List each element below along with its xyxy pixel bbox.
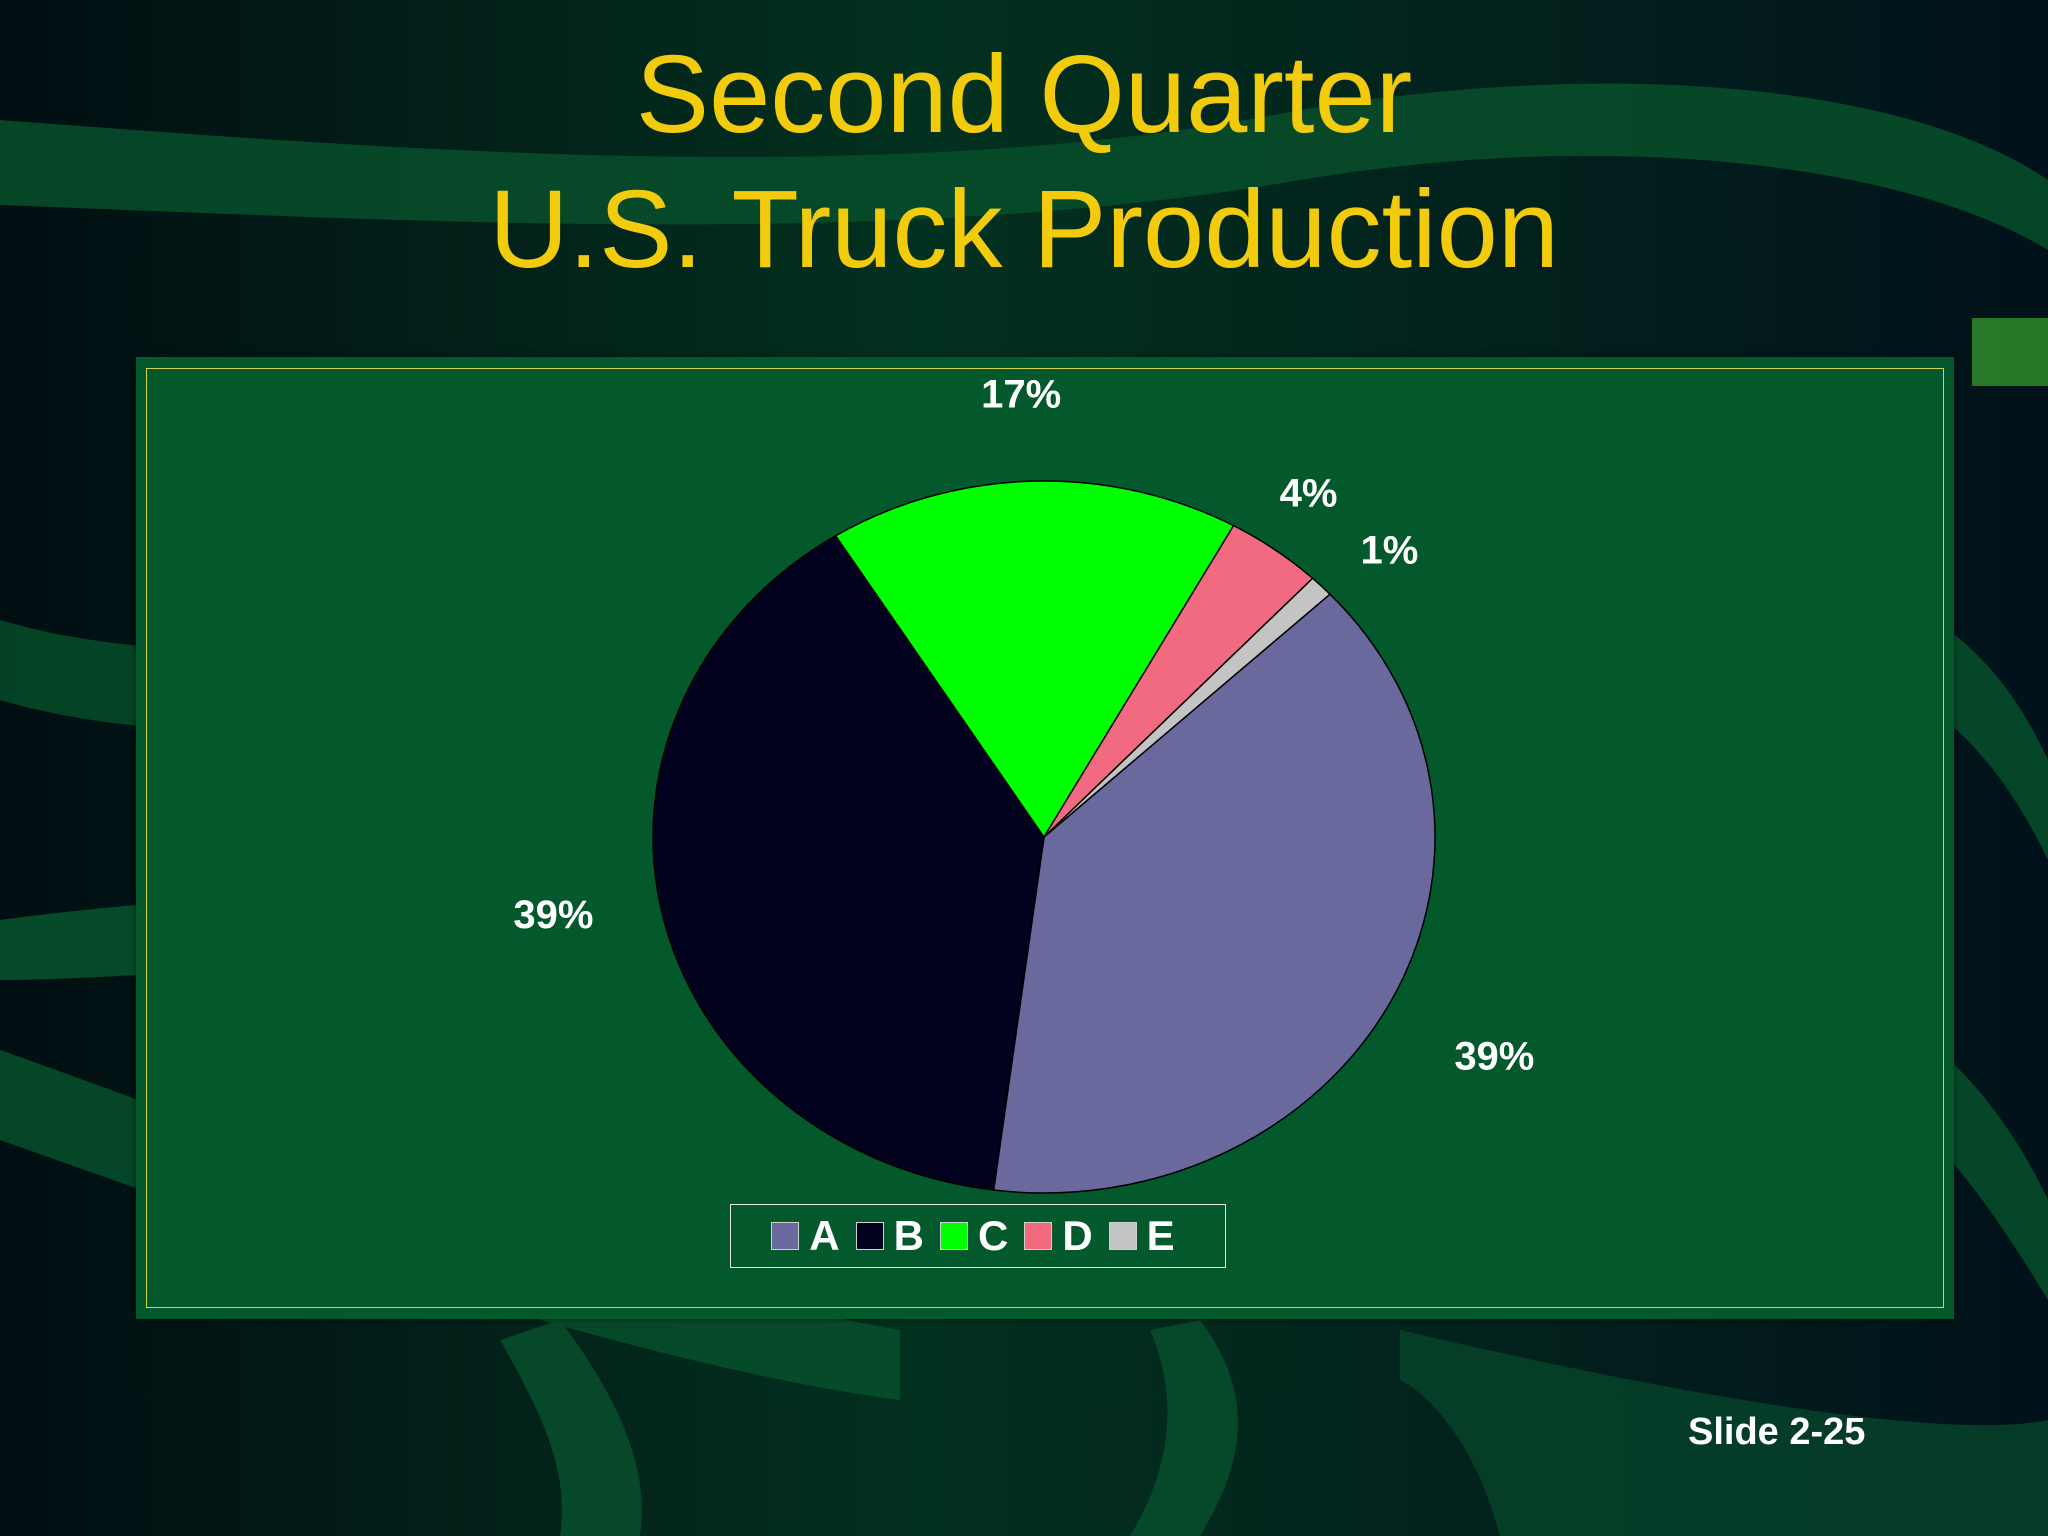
ribbon-shape (500, 1320, 642, 1536)
data-label-c: 17% (981, 373, 1061, 417)
legend-label-e: E (1146, 1212, 1175, 1259)
ribbon-shape (0, 83, 2048, 250)
legend-item-d: D (1024, 1212, 1093, 1260)
data-label-e: 1% (1360, 529, 1418, 573)
legend-label-c: C (977, 1212, 1009, 1259)
ribbon-shape (1400, 1330, 2048, 1536)
legend-swatch-e (1108, 1222, 1137, 1250)
legend-swatch-d (1024, 1222, 1053, 1250)
legend-item-e: E (1108, 1212, 1175, 1260)
pie-chart: 39% 39% 17% 4% 1% (513, 373, 1534, 1194)
data-label-b: 39% (513, 893, 593, 937)
pie-slice-b (652, 534, 1045, 1191)
ribbon-shape (1130, 1320, 1238, 1536)
pie-slice-c (834, 480, 1235, 839)
legend-label-d: D (1062, 1212, 1093, 1259)
pie-slice-e (1043, 577, 1332, 838)
pie-slice-a (992, 593, 1436, 1194)
slide-number: Slide 2-25 (1688, 1411, 1866, 1453)
chart-legend: A B C D E (730, 1204, 1226, 1268)
chart-frame (146, 368, 1944, 1308)
ribbon-shape (1972, 318, 2048, 386)
legend-label-a: A (809, 1212, 840, 1259)
legend-swatch-b (855, 1222, 884, 1250)
slide-title-line-1: Second Quarter (635, 33, 1413, 156)
data-label-d: 4% (1280, 472, 1338, 516)
legend-item-b: B (855, 1212, 924, 1260)
data-label-a: 39% (1454, 1035, 1534, 1079)
legend-item-a: A (771, 1212, 840, 1260)
legend-swatch-a (771, 1222, 800, 1250)
legend-item-c: C (939, 1212, 1009, 1260)
chart-panel: 39% 39% 17% 4% 1% A B C D E (136, 357, 1954, 1319)
legend-swatch-c (939, 1222, 968, 1250)
legend-label-b: B (893, 1212, 924, 1259)
slide-title-line-2: U.S. Truck Production (489, 168, 1559, 291)
